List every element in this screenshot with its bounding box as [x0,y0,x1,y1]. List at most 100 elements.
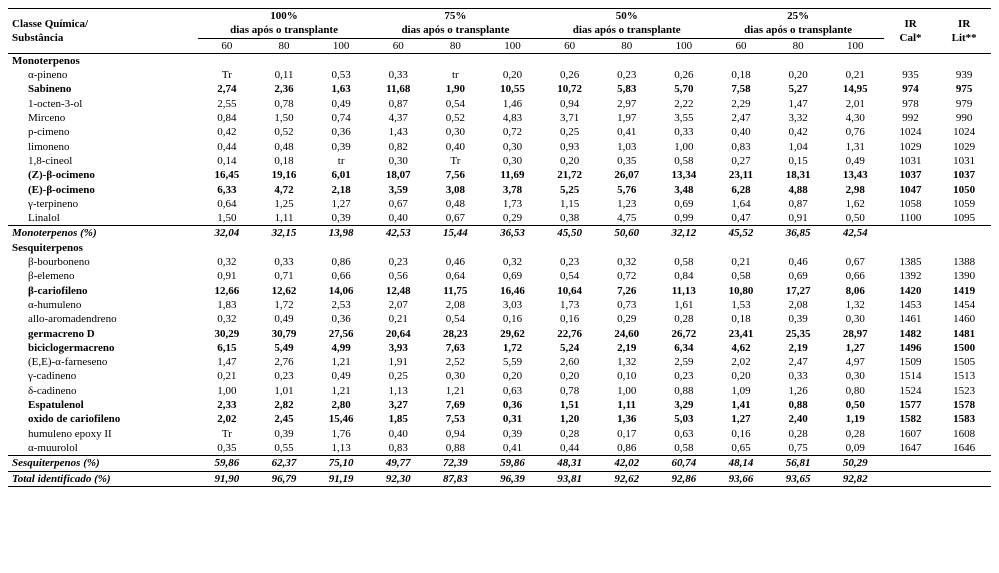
value-cell: 2,02 [712,355,769,369]
value-cell: 1,91 [370,355,427,369]
value-cell: 1095 [937,211,991,226]
value-cell: 1,21 [313,355,370,369]
value-cell: 8,06 [827,284,884,298]
value-cell: 0,69 [655,197,712,211]
value-cell: 15,46 [313,412,370,426]
value-cell: 0,36 [313,125,370,139]
value-cell: 7,53 [427,412,484,426]
value-cell: 1031 [937,154,991,168]
value-cell: 36,53 [484,226,541,241]
value-cell: 3,93 [370,341,427,355]
value-cell: 0,28 [827,427,884,441]
value-cell: 1100 [884,211,938,226]
substance-name: 1-octen-3-ol [8,97,198,111]
value-cell: 0,23 [370,255,427,269]
value-cell: 45,50 [541,226,598,241]
value-cell: 0,20 [541,154,598,168]
value-cell: 1607 [884,427,938,441]
value-cell: 11,75 [427,284,484,298]
value-cell: 1,25 [255,197,312,211]
value-cell: 0,67 [370,197,427,211]
value-cell: 3,32 [770,111,827,125]
value-cell: 2,80 [313,398,370,412]
value-cell: 0,18 [255,154,312,168]
value-cell: 0,29 [484,211,541,226]
col-day: 60 [370,38,427,53]
value-cell: 0,99 [655,211,712,226]
value-cell [937,456,991,471]
value-cell: 978 [884,97,938,111]
value-cell: 0,36 [484,398,541,412]
value-cell: 1058 [884,197,938,211]
value-cell: 0,72 [484,125,541,139]
value-cell: 0,58 [712,269,769,283]
value-cell: 1037 [884,168,938,182]
value-cell: 0,44 [541,441,598,456]
value-cell: 36,85 [770,226,827,241]
value-cell: 87,83 [427,471,484,486]
value-cell: 0,09 [827,441,884,456]
col-group-25: 25% [712,9,883,24]
value-cell: 1,04 [770,140,827,154]
value-cell: 0,15 [770,154,827,168]
value-cell: 7,26 [598,284,655,298]
value-cell: 6,15 [198,341,255,355]
value-cell: 2,59 [655,355,712,369]
value-cell: 0,21 [712,255,769,269]
col-group-75: 75% [370,9,541,24]
value-cell: 0,63 [484,384,541,398]
value-cell: 23,41 [712,327,769,341]
substance-name: α-humuleno [8,298,198,312]
substance-name: Sesquiterpenos (%) [8,456,198,471]
value-cell: 0,66 [313,269,370,283]
value-cell: 1,53 [712,298,769,312]
value-cell: 0,21 [827,68,884,82]
value-cell: 96,79 [255,471,312,486]
value-cell: 0,64 [427,269,484,283]
value-cell: 0,35 [598,154,655,168]
value-cell: 0,30 [427,369,484,383]
value-cell: 1,26 [770,384,827,398]
value-cell: 4,83 [484,111,541,125]
value-cell: 1,11 [255,211,312,226]
substance-name: Monoterpenos (%) [8,226,198,241]
value-cell: 1,47 [770,97,827,111]
value-cell: 990 [937,111,991,125]
value-cell: 0,33 [655,125,712,139]
value-cell: 1496 [884,341,938,355]
value-cell: 1,31 [827,140,884,154]
value-cell: 1,13 [370,384,427,398]
value-cell: 0,17 [598,427,655,441]
substance-name: α-muurolol [8,441,198,456]
value-cell: 11,68 [370,82,427,96]
value-cell: 32,15 [255,226,312,241]
col-day: 100 [655,38,712,53]
value-cell: 0,33 [255,255,312,269]
value-cell: 7,58 [712,82,769,96]
substance-name: δ-cadineno [8,384,198,398]
value-cell: 0,20 [770,68,827,82]
value-cell: 0,30 [370,154,427,168]
value-cell: 1024 [884,125,938,139]
substance-name: humuleno epoxy II [8,427,198,441]
value-cell: 0,25 [370,369,427,383]
value-cell: 1,09 [712,384,769,398]
value-cell: 4,88 [770,183,827,197]
substance-name: α-pineno [8,68,198,82]
value-cell: 1,50 [255,111,312,125]
value-cell: 0,21 [370,312,427,326]
value-cell: 0,32 [484,255,541,269]
value-cell: 42,02 [598,456,655,471]
value-cell: 1,00 [655,140,712,154]
value-cell: 92,82 [827,471,884,486]
value-cell: 7,56 [427,168,484,182]
value-cell: 32,12 [655,226,712,241]
value-cell: 1453 [884,298,938,312]
value-cell: 1,00 [198,384,255,398]
value-cell: 0,78 [541,384,598,398]
value-cell: 1481 [937,327,991,341]
value-cell: 0,29 [598,312,655,326]
value-cell: 59,86 [198,456,255,471]
substance-name: (Z)-β-ocimeno [8,168,198,182]
value-cell: 29,62 [484,327,541,341]
